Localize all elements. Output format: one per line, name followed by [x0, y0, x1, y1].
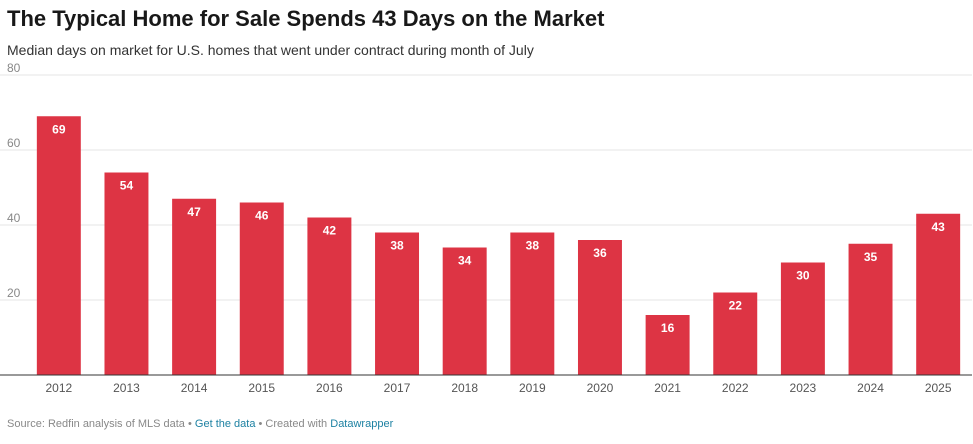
- x-tick-label: 2012: [45, 381, 72, 395]
- bar-value-label: 69: [52, 122, 66, 136]
- bar-value-label: 34: [458, 254, 472, 268]
- chart-subtitle: Median days on market for U.S. homes tha…: [7, 42, 534, 58]
- created-with-text: Created with: [265, 418, 328, 430]
- chart-title: The Typical Home for Sale Spends 43 Days…: [7, 6, 605, 31]
- bar: [239, 202, 284, 375]
- bar-value-label: 35: [864, 250, 878, 264]
- x-tick-label: 2018: [451, 381, 478, 395]
- bar: [916, 213, 961, 375]
- y-tick-label: 80: [7, 61, 21, 75]
- bar: [848, 243, 893, 375]
- y-tick-label: 20: [7, 286, 21, 300]
- source-note: Source: Redfin analysis of MLS data: [7, 418, 185, 430]
- bar: [375, 232, 420, 375]
- bar: [36, 116, 81, 375]
- separator: •: [184, 418, 195, 430]
- bars: [36, 116, 961, 375]
- bar: [510, 232, 555, 375]
- footer: Source: Redfin analysis of MLS data • Ge…: [7, 418, 393, 430]
- get-data-link[interactable]: Get the data: [194, 418, 256, 430]
- x-tick-label: 2023: [790, 381, 817, 395]
- bar-value-label: 43: [931, 220, 945, 234]
- x-tick-label: 2015: [248, 381, 275, 395]
- bar: [577, 240, 622, 375]
- x-tick-label: 2024: [857, 381, 884, 395]
- bar-value-label: 46: [255, 209, 269, 223]
- bar-value-label: 38: [526, 239, 540, 253]
- x-tick-label: 2019: [519, 381, 546, 395]
- bar-value-label: 36: [593, 246, 607, 260]
- bar: [780, 262, 825, 375]
- y-axis-ticks: 20 40 60 80: [7, 61, 21, 300]
- bar: [645, 315, 690, 375]
- bar-chart: 20 40 60 80 69 54 47 46 42 38 34 38 36 16 22 30 35 43 20…: [0, 61, 972, 395]
- bar-value-label: 47: [187, 205, 201, 219]
- bar-value-label: 16: [661, 321, 675, 335]
- bar: [172, 198, 217, 375]
- bar-value-label: 30: [796, 269, 810, 283]
- x-tick-label: 2025: [925, 381, 952, 395]
- value-labels: 69 54 47 46 42 38 34 38 36 16 22 30 35 43: [52, 122, 945, 335]
- bar-value-label: 22: [729, 299, 743, 313]
- x-tick-label: 2017: [384, 381, 411, 395]
- y-tick-label: 40: [7, 211, 21, 225]
- bar: [104, 172, 149, 375]
- y-tick-label: 60: [7, 136, 21, 150]
- bar-value-label: 42: [323, 224, 337, 238]
- separator: •: [255, 418, 266, 430]
- bar-value-label: 54: [120, 179, 134, 193]
- datawrapper-link[interactable]: Datawrapper: [330, 418, 394, 430]
- x-tick-label: 2020: [587, 381, 614, 395]
- x-tick-label: 2021: [654, 381, 681, 395]
- bar: [307, 217, 352, 375]
- x-axis-ticks: 2012 2013 2014 2015 2016 2017 2018 2019 2020 2021…: [45, 381, 951, 395]
- bar-value-label: 38: [390, 239, 404, 253]
- bar: [713, 292, 758, 375]
- bar: [442, 247, 487, 375]
- x-tick-label: 2013: [113, 381, 140, 395]
- x-tick-label: 2016: [316, 381, 343, 395]
- x-tick-label: 2014: [181, 381, 208, 395]
- x-tick-label: 2022: [722, 381, 749, 395]
